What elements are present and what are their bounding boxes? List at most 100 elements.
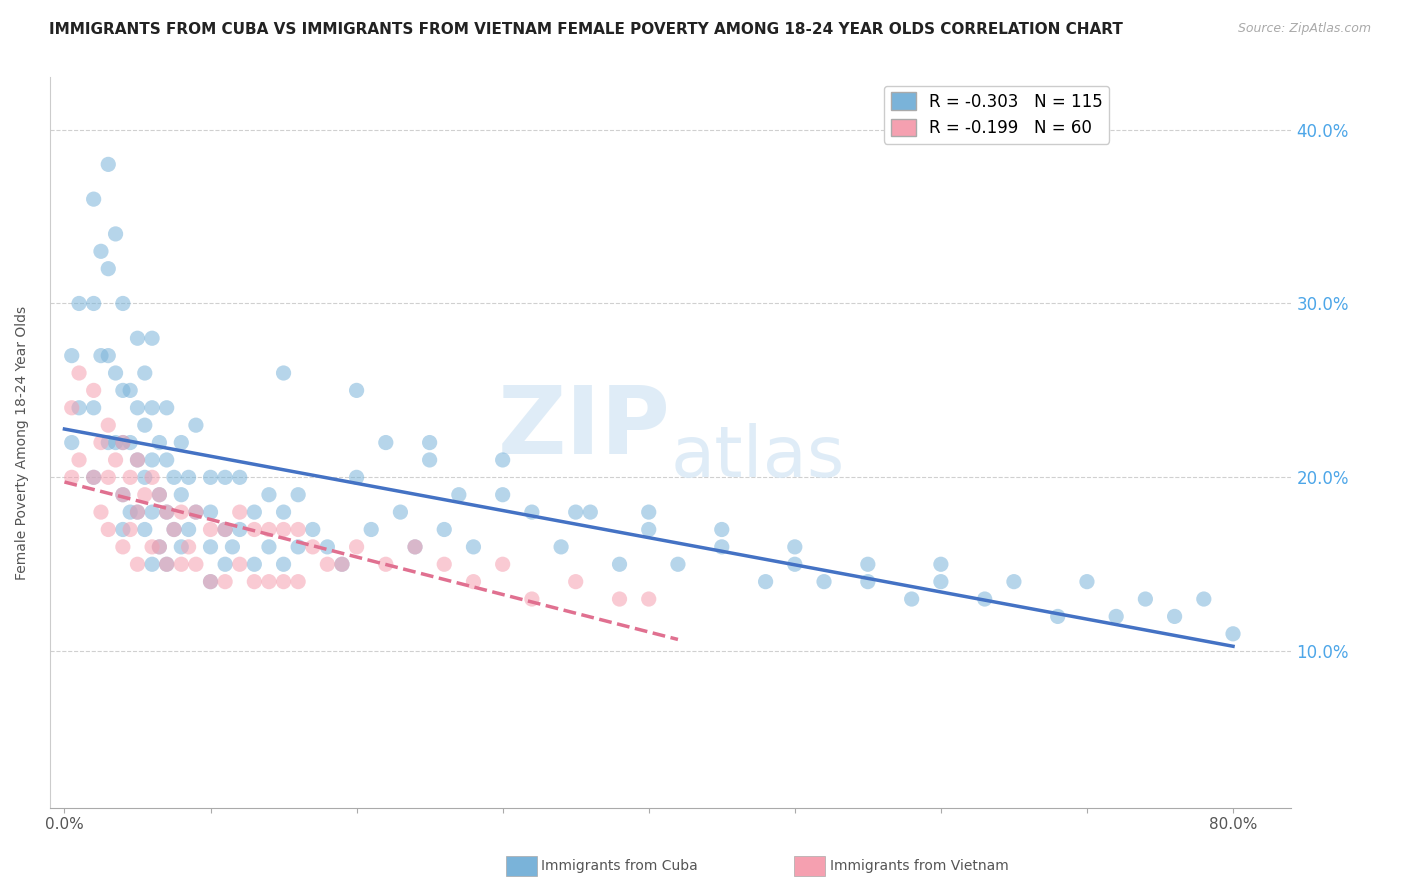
Point [856,574,879,589]
Point [156,558,179,572]
Point [520,592,543,607]
Point [389,505,412,519]
Point [447,488,470,502]
Point [273,523,295,537]
Point [564,505,586,519]
Point [104,453,127,467]
Point [120,470,142,484]
Point [257,574,280,589]
Point [1222,627,1244,641]
Text: Immigrants from Vietnam: Immigrants from Vietnam [830,859,1008,873]
Point [287,574,309,589]
Point [97,523,120,537]
Point [346,470,368,484]
Point [346,540,368,554]
Point [163,523,186,537]
Point [229,523,252,537]
Point [609,558,631,572]
Point [214,574,236,589]
Point [973,592,995,607]
Point [141,453,163,467]
Point [214,470,236,484]
Point [637,592,659,607]
Point [97,435,120,450]
Point [433,523,456,537]
Point [97,418,120,433]
Point [148,540,170,554]
Point [243,505,266,519]
Point [83,384,105,398]
Point [83,192,105,206]
Point [90,505,112,519]
Point [316,540,339,554]
Point [127,505,149,519]
Point [134,418,156,433]
Point [177,523,200,537]
Point [83,401,105,415]
Point [111,488,134,502]
Point [90,435,112,450]
Y-axis label: Female Poverty Among 18-24 Year Olds: Female Poverty Among 18-24 Year Olds [15,305,30,580]
Point [229,505,252,519]
Point [637,505,659,519]
Point [200,574,222,589]
Point [257,488,280,502]
Point [120,505,142,519]
Text: Immigrants from Cuba: Immigrants from Cuba [541,859,697,873]
Point [60,435,83,450]
Point [419,453,441,467]
Point [1163,609,1185,624]
Text: Source: ZipAtlas.com: Source: ZipAtlas.com [1237,22,1371,36]
Point [273,505,295,519]
Point [97,470,120,484]
Point [433,558,456,572]
Point [97,349,120,363]
Point [141,331,163,345]
Point [1135,592,1157,607]
Point [127,453,149,467]
Point [170,558,193,572]
Point [346,384,368,398]
Point [287,488,309,502]
Point [710,523,733,537]
Point [200,470,222,484]
Point [111,523,134,537]
Point [184,505,207,519]
Point [111,540,134,554]
Point [120,435,142,450]
Point [134,366,156,380]
Point [463,574,485,589]
Point [492,453,515,467]
Point [374,558,396,572]
Point [83,470,105,484]
Point [221,540,243,554]
Point [229,558,252,572]
Point [60,349,83,363]
Point [200,540,222,554]
Text: IMMIGRANTS FROM CUBA VS IMMIGRANTS FROM VIETNAM FEMALE POVERTY AMONG 18-24 YEAR : IMMIGRANTS FROM CUBA VS IMMIGRANTS FROM … [49,22,1123,37]
Point [257,523,280,537]
Point [579,505,602,519]
Point [127,505,149,519]
Point [134,523,156,537]
Point [177,470,200,484]
Point [67,366,90,380]
Point [97,261,120,276]
Point [170,435,193,450]
Point [170,540,193,554]
Point [273,574,295,589]
Point [492,558,515,572]
Point [156,505,179,519]
Point [287,523,309,537]
Point [141,540,163,554]
Point [60,470,83,484]
Point [170,505,193,519]
Point [200,523,222,537]
Point [120,384,142,398]
Point [67,453,90,467]
Point [301,523,323,537]
Point [148,488,170,502]
Point [273,558,295,572]
Point [163,470,186,484]
Point [856,558,879,572]
